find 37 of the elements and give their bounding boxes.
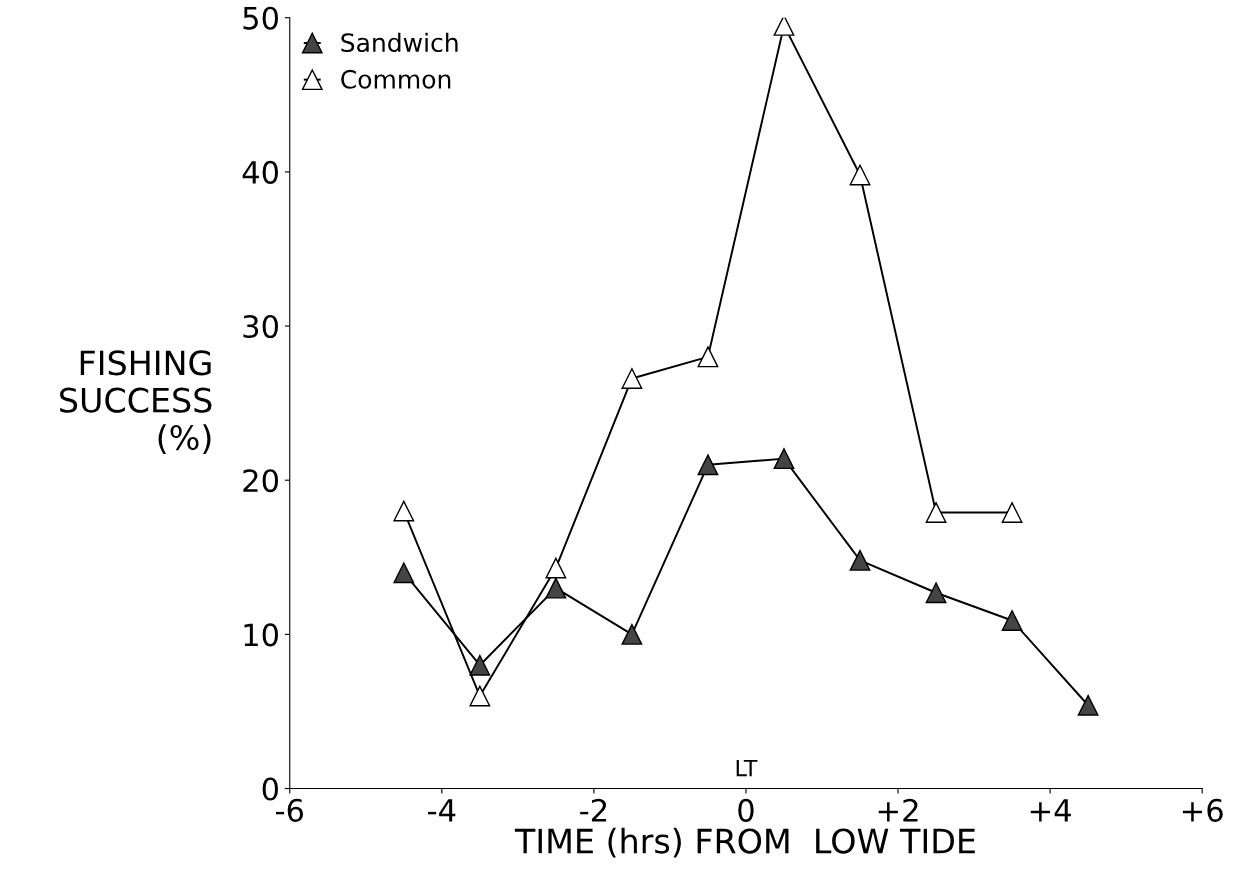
legend-label: Common (341, 69, 451, 89)
point (773, 17, 795, 36)
y-tick-label: 10 (244, 623, 278, 647)
point (469, 685, 491, 707)
y-tick-label: 20 (243, 469, 278, 493)
point (621, 623, 643, 645)
point (697, 454, 719, 476)
point (1077, 694, 1099, 716)
point (773, 448, 795, 470)
x-tick-label: +4 (1030, 799, 1071, 822)
point (545, 577, 567, 599)
y-axis-title: FISHING SUCCESS (%) (60, 350, 212, 455)
x-tick-label: +6 (1182, 798, 1223, 822)
point (1001, 610, 1023, 631)
point (925, 582, 947, 604)
point (849, 164, 871, 186)
annotation: LT (736, 760, 758, 777)
x-tick-label: +2 (878, 798, 918, 822)
y-tick-label: 40 (242, 160, 278, 184)
point (925, 502, 947, 524)
point (545, 557, 567, 579)
x-tick-label: -4 (428, 799, 456, 822)
point (849, 549, 871, 571)
point (621, 368, 643, 389)
point (1001, 502, 1023, 524)
x-tick-label: 0 (738, 798, 754, 822)
x-tick-label: -6 (276, 798, 304, 822)
legend-label: Sandwich (341, 32, 458, 53)
y-tick-label: 50 (243, 6, 278, 30)
point (393, 562, 415, 584)
y-tick-label: 0 (262, 777, 278, 801)
x-tick-label: -2 (580, 798, 607, 822)
x-axis-title: TIME (hrs) FROM LOW TIDE (514, 827, 975, 858)
point (469, 654, 491, 676)
point (393, 500, 415, 522)
y-tick-label: 30 (243, 314, 278, 339)
point (697, 346, 719, 368)
